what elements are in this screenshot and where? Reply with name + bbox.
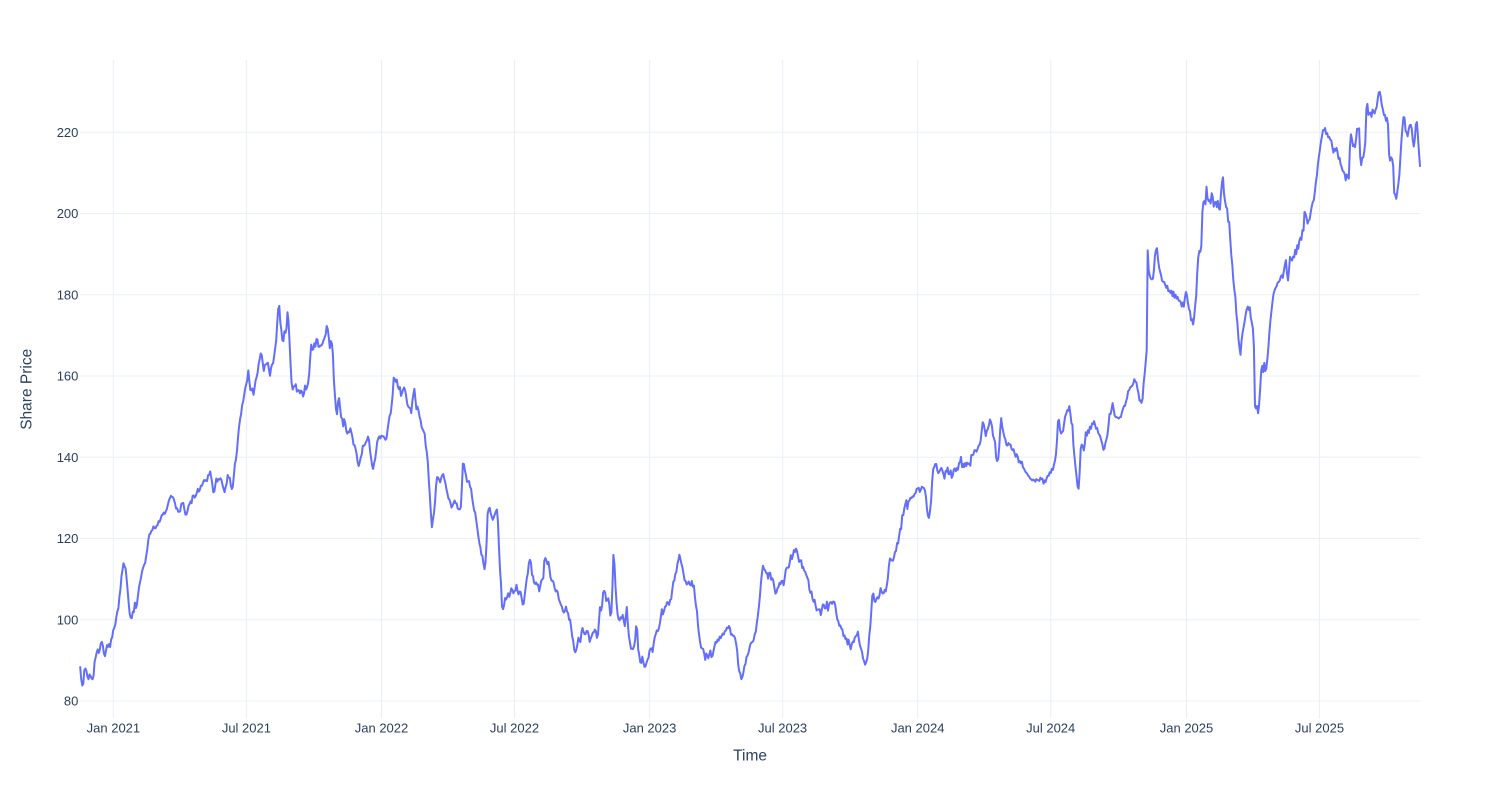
- svg-text:Jul 2023: Jul 2023: [758, 721, 807, 736]
- svg-text:Jul 2024: Jul 2024: [1026, 721, 1075, 736]
- svg-text:Time: Time: [733, 748, 767, 765]
- svg-text:Jan 2025: Jan 2025: [1160, 721, 1214, 736]
- svg-text:Jan 2024: Jan 2024: [891, 721, 945, 736]
- svg-text:120: 120: [57, 531, 79, 546]
- svg-text:160: 160: [57, 369, 79, 384]
- svg-text:200: 200: [57, 206, 79, 221]
- svg-text:Share Price: Share Price: [19, 349, 36, 430]
- svg-text:140: 140: [57, 450, 79, 465]
- svg-text:80: 80: [64, 694, 78, 709]
- svg-text:Jul 2021: Jul 2021: [222, 721, 271, 736]
- svg-text:180: 180: [57, 287, 79, 302]
- svg-text:Jul 2022: Jul 2022: [490, 721, 539, 736]
- svg-text:Jul 2025: Jul 2025: [1295, 721, 1344, 736]
- svg-text:Jan 2023: Jan 2023: [623, 721, 677, 736]
- svg-text:Jan 2021: Jan 2021: [87, 721, 141, 736]
- svg-text:220: 220: [57, 125, 79, 140]
- svg-text:100: 100: [57, 612, 79, 627]
- svg-text:Jan 2022: Jan 2022: [355, 721, 409, 736]
